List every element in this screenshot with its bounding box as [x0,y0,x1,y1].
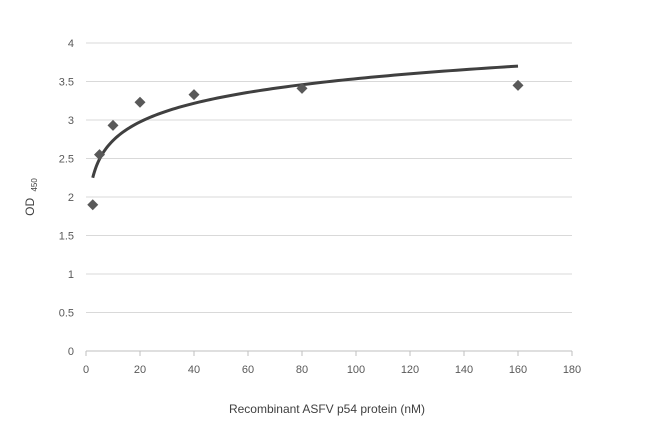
data-point-0-1 [94,149,105,161]
y-tick-label-1: 0.5 [59,308,74,320]
y-axis-title-subscript: 450 [30,178,39,192]
data-point-0-6 [512,79,524,91]
x-axis-title: Recombinant ASFV p54 protein (nM) [229,402,425,416]
data-point-0-5 [296,82,308,94]
data-point-0-0 [87,199,99,211]
y-axis-title-main: OD [23,198,37,216]
x-tick-label-2: 40 [188,364,200,376]
y-tick-label-4: 2 [68,192,74,204]
gridlines [86,42,572,313]
x-tick-label-5: 100 [347,364,365,376]
data-point-0-4 [188,89,200,101]
tick-labels: 00.511.522.533.540 20 40 60 80 100 120 140 160 18… [59,38,581,376]
x-tick-label-3: 60 [242,364,254,376]
x-tick-label-6: 120 [401,364,419,376]
x-tick-label-8: 160 [509,364,527,376]
data-points [87,79,524,211]
y-tick-label-2: 1 [68,269,74,281]
y-tick-label-0: 0 [68,346,74,358]
data-point-0-2 [107,119,119,131]
axes [85,350,573,356]
y-tick-label-6: 3 [68,115,74,127]
y-tick-label-5: 2.5 [59,154,74,166]
y-tick-label-8: 4 [68,38,74,50]
y-tick-label-3: 1.5 [59,231,74,243]
x-tick-label-9: 180 [563,364,581,376]
y-tick-label-7: 3.5 [59,77,74,89]
x-tick-label-1: 20 [134,364,146,376]
data-point-0-3 [134,96,146,108]
trendline [91,64,519,179]
y-axis-title: OD 450 [23,178,39,216]
x-tick-label-7: 140 [455,364,473,376]
x-tick-label-0: 0 [83,364,89,376]
x-tick-label-4: 80 [296,364,308,376]
